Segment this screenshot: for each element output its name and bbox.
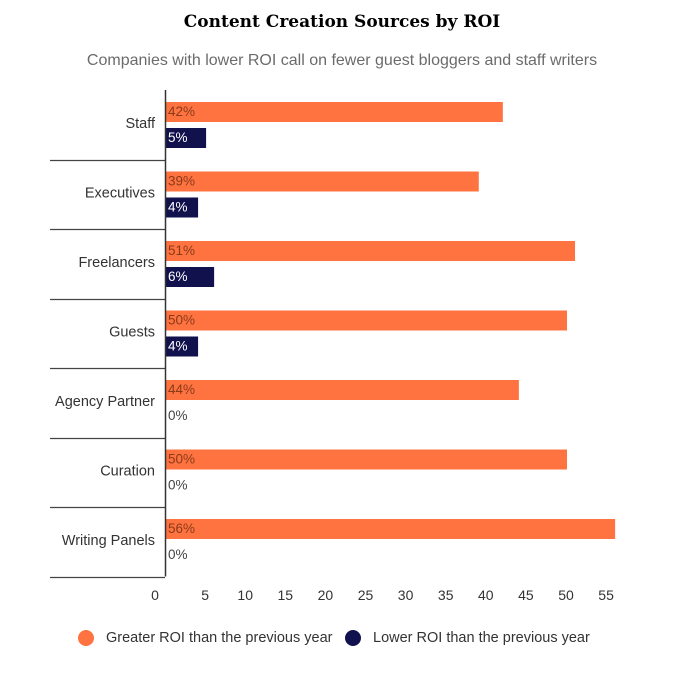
data-label-lower-staff: 5%	[168, 130, 188, 145]
x-tick-label: 45	[518, 587, 534, 603]
legend-item-lower: Lower ROI than the previous year	[345, 630, 590, 646]
data-label-greater-curation: 50%	[168, 452, 195, 467]
category-label-executives: Executives	[85, 186, 155, 202]
category-label-staff: Staff	[125, 116, 156, 132]
x-tick-label: 15	[278, 587, 294, 603]
data-label-greater-writing-panels: 56%	[168, 521, 195, 536]
data-label-greater-freelancers: 51%	[168, 243, 195, 258]
chart-title: Content Creation Sources by ROI	[183, 12, 501, 32]
category-label-agency-partner: Agency Partner	[55, 394, 155, 410]
data-label-lower-freelancers: 6%	[168, 269, 188, 284]
x-tick-label: 55	[598, 587, 614, 603]
legend-swatch-greater	[78, 630, 94, 646]
category-label-curation: Curation	[100, 464, 155, 480]
legend-swatch-lower	[345, 630, 361, 646]
x-tick-label: 5	[201, 587, 209, 603]
bar-greater-writing-panels	[166, 519, 616, 539]
bar-greater-freelancers	[166, 241, 576, 261]
category-label-freelancers: Freelancers	[78, 255, 155, 271]
x-tick-label: 50	[558, 587, 574, 603]
bar-lower-guests	[166, 336, 199, 357]
category-label-guests: Guests	[109, 325, 155, 341]
data-label-greater-executives: 39%	[168, 174, 195, 189]
category-label-writing-panels: Writing Panels	[62, 533, 155, 549]
x-tick-label: 25	[358, 587, 374, 603]
x-tick-label: 30	[398, 587, 414, 603]
data-label-lower-guests: 4%	[168, 339, 188, 354]
bar-lower-freelancers	[166, 267, 215, 287]
data-label-greater-agency-partner: 44%	[168, 382, 195, 397]
data-label-lower-executives: 4%	[168, 200, 188, 215]
bar-greater-guests	[166, 310, 567, 331]
x-tick-label: 20	[318, 587, 334, 603]
data-label-lower-curation: 0%	[168, 478, 188, 493]
data-label-greater-staff: 42%	[168, 104, 195, 119]
bar-greater-curation	[166, 449, 567, 470]
chart-subtitle: Companies with lower ROI call on fewer g…	[86, 52, 598, 69]
data-label-greater-guests: 50%	[168, 313, 195, 328]
bar-lower-staff	[166, 128, 207, 148]
data-label-lower-agency-partner: 0%	[168, 408, 188, 423]
bar-greater-executives	[166, 171, 479, 192]
x-tick-label: 35	[438, 587, 454, 603]
x-tick-label: 10	[237, 587, 253, 603]
bar-greater-staff	[166, 102, 503, 122]
bar-greater-agency-partner	[166, 380, 519, 400]
data-label-lower-writing-panels: 0%	[168, 547, 188, 562]
x-tick-label: 40	[478, 587, 494, 603]
legend-label-greater: Greater ROI than the previous year	[106, 630, 333, 646]
x-tick-label: 0	[151, 587, 159, 603]
legend-label-lower: Lower ROI than the previous year	[373, 630, 590, 646]
legend-item-greater: Greater ROI than the previous year	[78, 630, 332, 646]
bar-lower-executives	[166, 197, 199, 218]
